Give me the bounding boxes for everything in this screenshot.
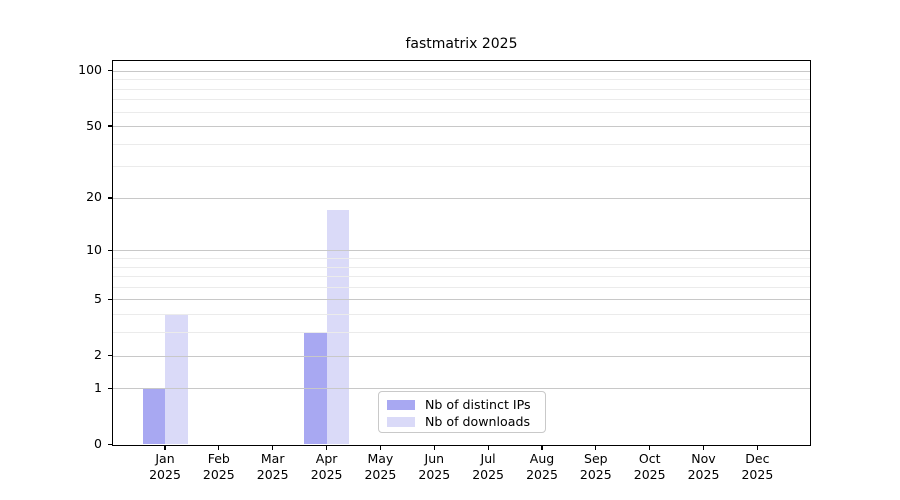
legend-label-distinct-ips: Nb of distinct IPs: [425, 397, 531, 412]
y-tick-label-50: 50: [86, 117, 102, 133]
gridline-minor-90: [113, 79, 810, 81]
gridline-minor-9: [113, 258, 810, 259]
x-tick-mark-oct: [649, 446, 651, 450]
x-tick-year: 2025: [472, 466, 504, 482]
x-tick-label-jan: Jan 2025: [133, 451, 197, 482]
x-tick-month: Jan: [155, 451, 175, 466]
x-tick-year: 2025: [364, 466, 397, 482]
gridline-minor-70: [113, 99, 810, 101]
x-tick-label-jul: Jul 2025: [456, 451, 520, 482]
x-tick-year: 2025: [526, 466, 558, 482]
gridline-major-2: [113, 355, 810, 357]
y-tick-label-100: 100: [78, 62, 102, 78]
x-tick-year: 2025: [633, 466, 666, 482]
x-tick-label-may: May 2025: [348, 451, 412, 482]
x-tick-month: Aug: [529, 451, 555, 466]
gridline-minor-3: [113, 332, 810, 334]
x-tick-mark-jan: [164, 446, 166, 450]
x-tick-label-dec: Dec 2025: [725, 451, 789, 482]
x-tick-label-mar: Mar 2025: [241, 451, 305, 482]
bar-distinct-ips-jan: [142, 388, 165, 445]
x-tick-year: 2025: [418, 466, 451, 482]
x-tick-month: Oct: [638, 451, 661, 466]
y-tick-mark-10: [108, 249, 113, 251]
x-tick-month: Jun: [424, 451, 445, 466]
x-tick-mark-jul: [487, 446, 489, 450]
x-tick-month: Mar: [260, 451, 285, 466]
y-tick-mark-20: [108, 197, 113, 199]
bar-downloads-jan: [165, 314, 188, 445]
x-tick-mark-sep: [595, 446, 597, 450]
x-tick-month: Jul: [480, 451, 496, 466]
gridline-minor-8: [113, 266, 810, 268]
legend-item-downloads: Nb of downloads: [379, 413, 545, 430]
bar-distinct-ips-apr: [304, 332, 327, 445]
x-tick-mark-dec: [756, 446, 758, 450]
x-tick-mark-nov: [702, 446, 705, 450]
gridline-major-5: [113, 299, 810, 301]
gridline-minor-7: [113, 276, 810, 278]
x-tick-label-nov: Nov 2025: [672, 451, 736, 482]
x-tick-mark-jun: [433, 446, 435, 450]
gridline-major-100: [113, 70, 810, 72]
x-tick-month: Nov: [691, 451, 716, 466]
gridline-major-20: [113, 197, 810, 199]
x-tick-month: Feb: [207, 451, 230, 466]
bar-downloads-apr: [326, 210, 350, 445]
x-tick-label-aug: Aug 2025: [510, 451, 574, 482]
x-tick-label-sep: Sep 2025: [564, 451, 628, 482]
x-tick-label-jun: Jun 2025: [402, 451, 466, 482]
gridline-minor-30: [113, 166, 810, 168]
y-tick-mark-5: [108, 298, 113, 300]
legend-swatch-distinct-ips-icon: [387, 399, 415, 410]
x-tick-month: May: [367, 451, 394, 466]
x-tick-year: 2025: [256, 466, 289, 482]
gridline-minor-6: [113, 286, 810, 288]
x-tick-year: 2025: [687, 466, 720, 482]
y-tick-mark-1: [108, 387, 113, 389]
legend-label-downloads: Nb of downloads: [425, 414, 531, 429]
y-tick-label-0: 0: [94, 436, 102, 451]
x-tick-month: Apr: [315, 451, 338, 466]
gridline-major-1: [113, 388, 810, 390]
y-tick-label-10: 10: [86, 241, 102, 257]
x-tick-year: 2025: [149, 466, 181, 482]
y-tick-label-1: 1: [94, 379, 102, 395]
x-tick-mark-mar: [272, 446, 274, 450]
y-tick-mark-50: [108, 125, 113, 127]
x-tick-mark-aug: [541, 446, 543, 450]
y-tick-label-20: 20: [86, 189, 102, 205]
x-tick-mark-feb: [218, 446, 220, 450]
y-tick-mark-0: [108, 443, 113, 446]
x-tick-year: 2025: [579, 466, 612, 482]
legend: Nb of distinct IPs Nb of downloads: [378, 391, 546, 433]
x-tick-mark-apr: [325, 446, 328, 450]
y-tick-mark-100: [108, 70, 113, 72]
x-tick-year: 2025: [741, 466, 774, 482]
gridline-minor-4: [113, 314, 810, 316]
x-tick-label-apr: Apr 2025: [295, 451, 359, 482]
gridline-minor-40: [113, 143, 810, 145]
x-tick-year: 2025: [310, 466, 343, 482]
legend-item-distinct-ips: Nb of distinct IPs: [379, 396, 545, 413]
gridline-major-10: [113, 250, 810, 252]
gridline-minor-60: [113, 111, 810, 113]
plot-area: [112, 60, 811, 446]
x-tick-mark-may: [379, 446, 382, 450]
legend-swatch-downloads-icon: [387, 416, 415, 427]
x-tick-year: 2025: [202, 466, 235, 482]
y-tick-label-2: 2: [94, 347, 102, 362]
x-tick-month: Sep: [584, 451, 608, 466]
x-tick-month: Dec: [745, 451, 770, 466]
y-tick-label-5: 5: [94, 290, 102, 306]
y-tick-mark-2: [108, 354, 113, 357]
x-tick-label-feb: Feb 2025: [187, 451, 251, 482]
x-tick-label-oct: Oct 2025: [618, 451, 682, 482]
gridline-minor-80: [113, 88, 810, 90]
chart-title: fastmatrix 2025: [405, 36, 518, 52]
gridline-major-50: [113, 126, 810, 127]
